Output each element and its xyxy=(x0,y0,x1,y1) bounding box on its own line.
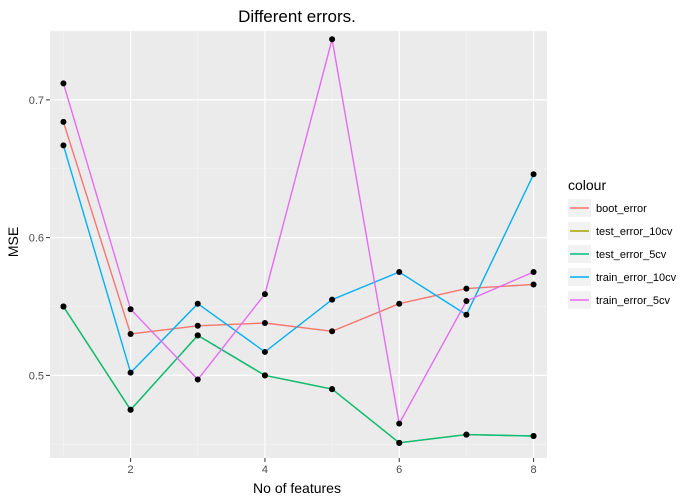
grid-major xyxy=(50,31,547,458)
x-axis: 2 4 6 8 xyxy=(128,458,537,476)
x-tick-label: 8 xyxy=(531,464,537,476)
data-point-train-error-10cv xyxy=(329,296,336,303)
data-point-train-error-10cv xyxy=(530,171,537,178)
y-tick-label: 0.6 xyxy=(29,233,44,245)
series-line-test-error-5cv xyxy=(62,306,534,444)
data-point-train-error-5cv xyxy=(396,420,403,427)
data-point-train-error-10cv xyxy=(396,269,403,276)
series-line-boot-error xyxy=(62,121,534,335)
data-point-train-error-10cv xyxy=(127,369,134,376)
data-point-train-error-5cv xyxy=(530,269,537,276)
x-axis-title: No of features xyxy=(253,480,341,496)
data-point-boot-error xyxy=(329,328,336,335)
data-point-boot-error xyxy=(463,285,470,292)
data-point-test-error-5cv xyxy=(329,386,336,393)
data-point-test-error-5cv xyxy=(194,332,201,339)
data-point-boot-error xyxy=(127,331,134,338)
data-point-test-error-5cv xyxy=(463,431,470,438)
data-point-train-error-10cv xyxy=(194,300,201,307)
series-points xyxy=(60,36,537,446)
data-point-boot-error xyxy=(396,300,403,307)
data-point-test-error-5cv xyxy=(60,303,67,310)
x-tick-label: 4 xyxy=(262,464,268,476)
data-point-train-error-5cv xyxy=(329,36,336,43)
x-tick-label: 6 xyxy=(396,464,402,476)
legend-label: boot_error xyxy=(596,203,647,215)
data-point-train-error-5cv xyxy=(463,297,470,304)
data-point-test-error-5cv xyxy=(261,372,268,379)
series-line-train-error-5cv xyxy=(62,39,534,426)
data-point-train-error-10cv xyxy=(261,348,268,355)
legend-label: train_error_10cv xyxy=(596,272,677,284)
chart-title: Different errors. xyxy=(238,7,356,26)
legend-label: test_error_10cv xyxy=(596,226,673,238)
legend: colour boot_error test_error_10cv test_err… xyxy=(568,177,677,309)
x-tick-label: 2 xyxy=(128,464,134,476)
plot-panel xyxy=(50,31,547,458)
data-point-train-error-5cv xyxy=(261,291,268,298)
data-point-boot-error xyxy=(194,322,201,329)
data-point-boot-error xyxy=(530,281,537,288)
data-point-test-error-5cv xyxy=(530,432,537,439)
data-point-train-error-5cv xyxy=(60,80,67,87)
data-point-train-error-5cv xyxy=(194,376,201,383)
data-point-train-error-10cv xyxy=(60,142,67,149)
data-point-boot-error xyxy=(261,320,268,327)
legend-label: train_error_5cv xyxy=(596,295,670,307)
data-point-test-error-5cv xyxy=(396,439,403,446)
y-tick-label: 0.5 xyxy=(29,370,44,382)
series-lines xyxy=(62,39,535,444)
y-tick-label: 0.7 xyxy=(29,95,44,107)
data-point-boot-error xyxy=(60,118,67,125)
legend-label: test_error_5cv xyxy=(596,249,667,261)
y-axis-title: MSE xyxy=(5,227,21,257)
data-point-train-error-10cv xyxy=(463,311,470,318)
legend-title: colour xyxy=(568,177,606,193)
data-point-train-error-5cv xyxy=(127,306,134,313)
data-point-test-error-5cv xyxy=(127,406,134,413)
y-axis: 0.5 0.6 0.7 xyxy=(29,95,50,382)
series-line-train-error-10cv xyxy=(62,145,535,374)
